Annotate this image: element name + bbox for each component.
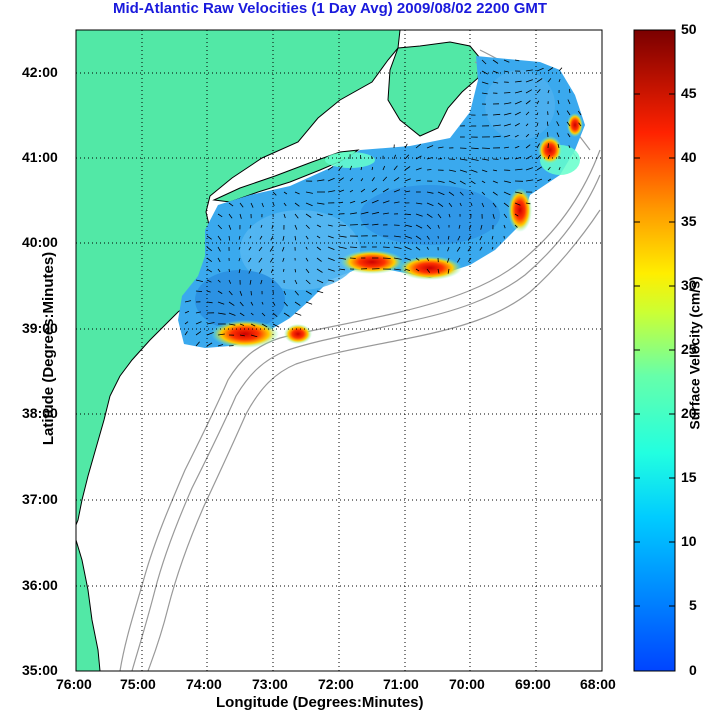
x-tick-label: 69:00 [515, 676, 551, 692]
y-tick-label: 35:00 [22, 662, 58, 678]
map-title: Mid-Atlantic Raw Velocities (1 Day Avg) … [112, 0, 548, 17]
x-tick-label: 71:00 [383, 676, 419, 692]
colorbar-tick-label: 20 [681, 405, 697, 421]
colorbar-tick-label: 35 [681, 213, 697, 229]
colorbar-tick-label: 30 [681, 277, 697, 293]
cape-cod [387, 41, 481, 137]
x-axis-label: Longitude (Degrees:Minutes) [216, 694, 424, 711]
colorbar-tick-label: 40 [681, 149, 697, 165]
x-tick-label: 72:00 [318, 676, 354, 692]
y-tick-label: 40:00 [22, 234, 58, 250]
velocity-hotspots [211, 113, 583, 348]
x-tick-label: 68:00 [580, 676, 616, 692]
colorbar-tick-label: 0 [689, 662, 697, 678]
colorbar-tick-label: 5 [689, 597, 697, 613]
y-tick-label: 37:00 [22, 491, 58, 507]
x-tick-label: 73:00 [252, 676, 288, 692]
colorbar-tick-label: 10 [681, 533, 697, 549]
y-tick-label: 42:00 [22, 64, 58, 80]
y-tick-label: 39:00 [22, 320, 58, 336]
y-axis-label: Latitude (Degrees:Minutes) [40, 251, 58, 446]
x-tick-label: 74:00 [186, 676, 222, 692]
y-tick-label: 36:00 [22, 577, 58, 593]
colorbar-tick-label: 15 [681, 469, 697, 485]
colorbar-label: Surface Velocity (cm/s) [686, 276, 703, 430]
y-tick-label: 41:00 [22, 149, 58, 165]
x-tick-label: 75:00 [120, 676, 156, 692]
x-tick-label: 70:00 [449, 676, 485, 692]
delmarva-land [76, 539, 101, 671]
colorbar-tick-label: 45 [681, 85, 697, 101]
y-tick-label: 38:00 [22, 405, 58, 421]
colorbar [633, 29, 676, 672]
grid-lines [76, 30, 602, 671]
colorbar-tick-label: 50 [681, 21, 697, 37]
colorbar-ticks [634, 93, 675, 607]
colorbar-tick-label: 25 [681, 341, 697, 357]
x-tick-label: 76:00 [56, 676, 92, 692]
